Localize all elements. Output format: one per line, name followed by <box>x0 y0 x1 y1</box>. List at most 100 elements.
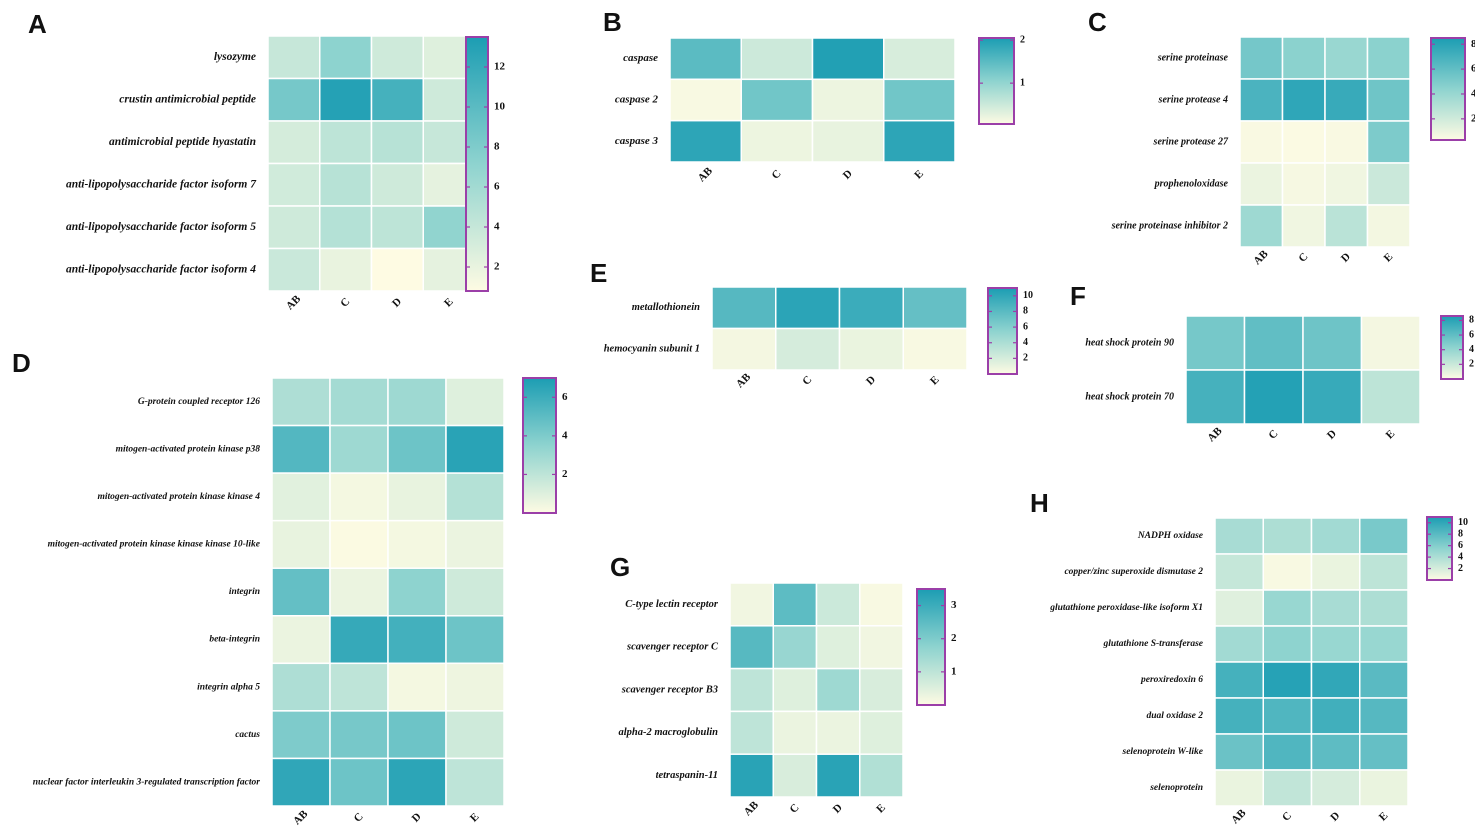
panel-label: G <box>610 552 630 582</box>
heatmap-cell <box>1185 369 1246 425</box>
heatmap-panel-d: D G-protein coupled receptor 126 mitogen-a… <box>12 348 568 827</box>
heatmap-cell <box>1366 120 1411 164</box>
heatmap-cell <box>1324 36 1369 80</box>
colorbar-tick-label: 8 <box>1471 38 1475 50</box>
gene-label: NADPH oxidase <box>1137 531 1204 541</box>
colorbar-tick-label: 6 <box>494 181 500 193</box>
heatmap-cell <box>1281 204 1326 248</box>
gene-label: prophenoloxidase <box>1154 178 1229 189</box>
colorbar-tick-label: 6 <box>1023 321 1028 332</box>
heatmap-cell <box>1262 661 1313 699</box>
column-label: AB <box>734 371 754 391</box>
heatmap-cell <box>271 757 331 807</box>
gene-label: scavenger receptor C <box>626 642 719 653</box>
gene-label: crustin antimicrobial peptide <box>119 93 256 105</box>
heatmap-cell <box>1359 733 1409 771</box>
colorbar-tick-label: 2 <box>1471 112 1475 124</box>
panel-label: C <box>1088 7 1107 37</box>
column-label: D <box>841 168 855 182</box>
gene-label: G-protein coupled receptor 126 <box>138 397 260 407</box>
heatmap-cell <box>859 667 904 713</box>
gene-label: integrin <box>229 587 260 597</box>
column-label: D <box>1325 428 1339 442</box>
heatmap-cell <box>445 424 505 474</box>
gene-label: alpha-2 macroglobulin <box>619 727 719 738</box>
colorbar-tick-label: 2 <box>1469 359 1474 370</box>
heatmap-cell <box>669 37 742 81</box>
heatmap-cell <box>319 162 373 207</box>
heatmap-cell <box>329 662 389 712</box>
heatmap-cell <box>271 472 331 522</box>
heatmap-cell <box>387 377 447 427</box>
heatmap-cell <box>329 472 389 522</box>
gene-label: caspase 3 <box>615 135 659 147</box>
colorbar-tick-label: 6 <box>1469 329 1474 340</box>
heatmap-cell <box>1310 625 1361 663</box>
heatmap-cell <box>729 667 774 713</box>
heatmap-cell <box>267 77 321 122</box>
heatmap-cell <box>669 119 742 163</box>
heatmap-cell <box>329 615 389 665</box>
column-label: E <box>912 168 926 182</box>
heatmap-cell <box>1359 769 1409 807</box>
gene-label: serine protease 4 <box>1158 94 1228 105</box>
colorbar <box>988 288 1017 374</box>
colorbar-tick-label: 10 <box>1023 290 1033 301</box>
heatmap-cell <box>267 162 321 207</box>
colorbar-tick-label: 3 <box>951 599 957 611</box>
heatmap-cell <box>1214 625 1264 663</box>
column-label: C <box>352 811 366 825</box>
column-label: AB <box>1229 807 1249 827</box>
colorbar-tick-label: 6 <box>562 391 568 403</box>
column-label: C <box>1266 428 1280 442</box>
heatmap-cell <box>319 77 373 122</box>
panel-label: B <box>603 7 622 37</box>
heatmap-cell <box>329 567 389 617</box>
gene-label: caspase 2 <box>615 94 659 106</box>
heatmap-cell <box>1262 553 1313 591</box>
heatmap-cell <box>1360 369 1421 425</box>
heatmap-cell <box>902 327 968 371</box>
heatmap-cell <box>811 78 885 122</box>
heatmap-cell <box>1214 733 1264 771</box>
heatmap-cell <box>1214 697 1264 735</box>
heatmap-cell <box>271 519 331 569</box>
gene-label: scavenger receptor B3 <box>621 684 718 695</box>
column-label: AB <box>696 165 716 185</box>
heatmap-cell <box>775 327 841 371</box>
column-label: AB <box>742 799 762 819</box>
heatmap-cell <box>267 120 321 165</box>
colorbar-border <box>465 36 489 292</box>
heatmap-cell <box>1214 517 1264 555</box>
heatmap-cell <box>1359 697 1409 735</box>
colorbar-border <box>522 377 557 514</box>
heatmap-cell <box>445 519 505 569</box>
column-label: E <box>442 296 456 310</box>
heatmap-cell <box>740 78 814 122</box>
gene-label: lysozyme <box>214 51 256 63</box>
heatmap-cell <box>1262 517 1313 555</box>
colorbar-tick-label: 4 <box>1023 337 1028 348</box>
heatmap-cell <box>1281 120 1326 164</box>
colorbar-tick-label: 8 <box>1023 306 1028 317</box>
gene-label: tetraspanin-11 <box>656 770 718 781</box>
heatmap-cell <box>1243 369 1304 425</box>
heatmap-cell <box>387 710 447 760</box>
column-label: E <box>468 811 482 825</box>
colorbar-tick-label: 1 <box>1020 77 1025 88</box>
gene-label: hemocyanin subunit 1 <box>604 344 700 355</box>
panel-label: A <box>28 9 47 39</box>
heatmap-cell <box>669 78 742 122</box>
gene-label: mitogen-activated protein kinase p38 <box>116 445 261 455</box>
colorbar-tick-label: 12 <box>494 61 506 73</box>
heatmap-cell <box>267 205 321 250</box>
heatmap-cell <box>815 753 861 798</box>
heatmap-cell <box>387 424 447 474</box>
colorbar <box>466 37 488 291</box>
heatmap-cell <box>729 625 774 670</box>
gene-label: anti-lipopolysaccharide factor isoform 5 <box>66 221 256 233</box>
colorbar-tick-label: 8 <box>1469 315 1474 326</box>
heatmap-cell <box>329 424 389 474</box>
heatmap-cell <box>1366 204 1411 248</box>
